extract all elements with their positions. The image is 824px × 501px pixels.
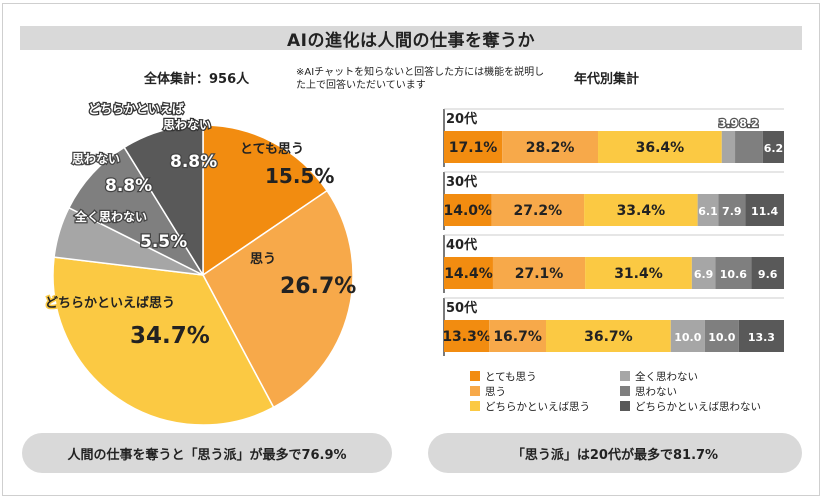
bar-seg-1-4 [718, 194, 746, 226]
bar-label-3-5: 13.3 [748, 331, 775, 344]
bar-label-3-0: 13.3% [442, 329, 491, 345]
bar-seg-3-3 [670, 320, 705, 352]
pie-label-5-b: 思わない [163, 118, 211, 132]
legend-swatch-5 [620, 401, 630, 411]
pie-chart: とても思う 15.5% 思う 26.7% どちらかといえば思う 34.7% 全く思わない 5.… [44, 100, 356, 425]
bar-seg-3-5 [738, 320, 784, 352]
bar-label-1-4: 7.9 [722, 205, 742, 218]
pie-label-1: 思う [250, 252, 276, 267]
slice-very-much [202, 124, 329, 277]
bar-seg-0-4 [735, 131, 763, 163]
legend-swatch-3 [620, 371, 630, 381]
legend-label-0: とても思う [485, 371, 537, 383]
pie-value-4: 8.8% [105, 176, 152, 196]
bar-label-2-1: 27.1% [515, 266, 564, 282]
bar-seg-2-5 [751, 257, 784, 289]
bar-seg-2-0 [444, 257, 493, 289]
bar-label-1-3: 6.1 [698, 205, 718, 218]
bar-label-0-4: 8.2 [739, 117, 759, 130]
bar-seg-0-0 [444, 131, 503, 163]
pie-label-4: 思わない [72, 152, 120, 166]
slice-somewhat-dont [123, 124, 204, 278]
bar-label-0-2: 36.4% [636, 140, 685, 156]
bar-label-2-2: 31.4% [614, 266, 663, 282]
bar-label-3-1: 16.7% [493, 329, 542, 345]
bar-seg-1-2 [584, 194, 698, 226]
bar-seg-3-0 [444, 320, 490, 352]
slice-somewhat-think [52, 256, 275, 425]
slice-dont-think [67, 146, 206, 277]
conclusion-left: 人間の仕事を奪うと「思う派」が最多で76.9% [22, 433, 392, 473]
bar-label-3-4: 10.0 [708, 331, 735, 344]
bar-seg-0-2 [598, 131, 722, 163]
survey-note: ※AIチャットを知らないと回答した方には機能を説明した上で回答いただいています [296, 67, 545, 91]
bar-label-3-2: 36.7% [584, 329, 633, 345]
age-breakdown-label: 年代別集計 [574, 72, 640, 87]
conclusion-right: 「思う派」は20代が最多で81.7% [428, 433, 802, 473]
pie-label-3: 全く思わない [74, 209, 147, 224]
pie-value-2: 34.7% [130, 323, 210, 349]
bar-label-0-5: 6.2 [764, 142, 784, 155]
bar-category-1: 30代 [446, 174, 477, 190]
pie-label-0: とても思う [240, 142, 304, 157]
bar-seg-1-5 [745, 194, 784, 226]
bar-seg-2-1 [492, 257, 586, 289]
legend-swatch-1 [470, 386, 480, 396]
bar-seg-2-4 [715, 257, 752, 289]
bar-seg-1-3 [697, 194, 719, 226]
bar-label-1-2: 33.4% [617, 203, 666, 219]
pie-value-0: 15.5% [265, 164, 334, 188]
pie-value-5: 8.8% [170, 152, 217, 172]
pie-label-5: どちらかといえば [88, 101, 184, 116]
bar-label-0-0: 17.1% [449, 140, 498, 156]
bar-seg-0-5 [762, 131, 784, 163]
stacked-bar-chart: 20代 17.1% 28.2% 36.4% 3.9 8.2 6.2 30代 14.0% 27.2%… [442, 108, 784, 413]
legend-label-2: どちらかといえば思う [485, 401, 590, 413]
bar-label-2-3: 6.9 [694, 268, 714, 281]
pie-value-1: 26.7% [280, 274, 356, 299]
bar-category-3: 50代 [446, 300, 477, 316]
bar-label-2-0: 14.4% [444, 266, 493, 282]
bar-seg-0-1 [502, 131, 599, 163]
bar-label-1-1: 27.2% [514, 203, 563, 219]
bar-label-1-5: 11.4 [751, 205, 778, 218]
bar-label-0-3: 3.9 [719, 117, 739, 130]
bar-label-2-4: 10.6 [720, 268, 747, 281]
bar-label-3-3: 10.0 [674, 331, 701, 344]
bar-label-0-1: 28.2% [526, 140, 575, 156]
page-title: AIの進化は人間の仕事を奪うか [20, 26, 802, 51]
bar-category-2: 40代 [446, 237, 477, 253]
legend-label-3: 全く思わない [635, 370, 698, 383]
bar-seg-1-1 [491, 194, 585, 226]
bar-label-2-5: 9.6 [758, 268, 778, 281]
pie-value-3: 5.5% [140, 232, 187, 252]
total-label: 全体集計：956人 [144, 72, 250, 87]
bar-seg-0-3 [721, 131, 736, 163]
legend-label-1: 思う [485, 386, 506, 398]
bar-seg-1-0 [444, 194, 492, 226]
bar-seg-3-4 [704, 320, 739, 352]
legend-label-4: 思わない [635, 386, 677, 398]
bar-seg-3-1 [489, 320, 546, 352]
legend-swatch-2 [470, 401, 480, 411]
bar-label-1-0: 14.0% [444, 203, 493, 219]
slice-think-so [202, 189, 354, 409]
legend-swatch-4 [620, 386, 630, 396]
bar-seg-2-2 [585, 257, 692, 289]
bar-seg-3-2 [546, 320, 671, 352]
legend-swatch-0 [470, 371, 480, 381]
pie-label-2: どちらかといえば思う [45, 296, 175, 311]
bar-seg-2-3 [691, 257, 716, 289]
legend-label-5: どちらかといえば思わない [635, 401, 761, 413]
bar-category-0: 20代 [446, 111, 477, 127]
